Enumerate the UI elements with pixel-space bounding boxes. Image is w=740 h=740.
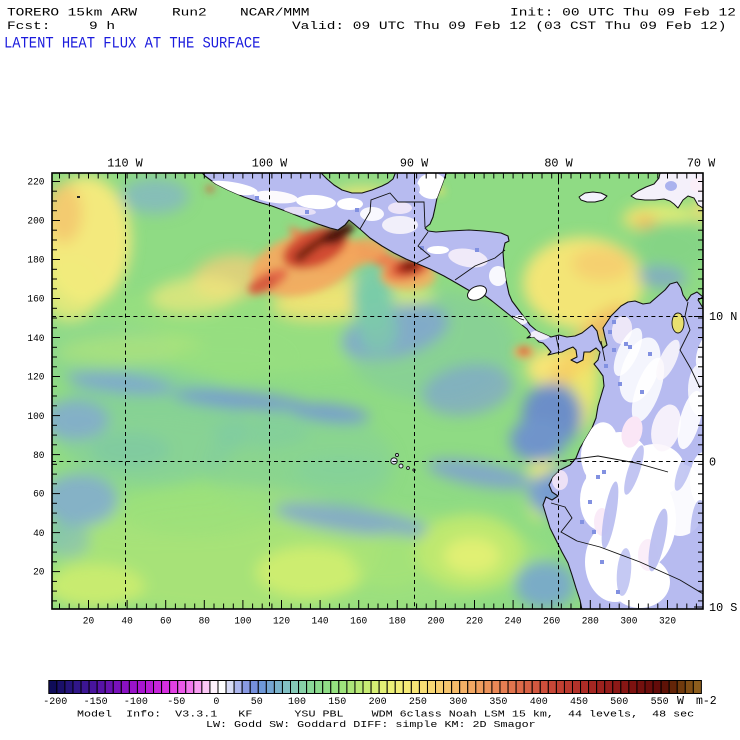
svg-text:20406080100120140160180200220: 20406080100120140160180200220 [27, 176, 44, 578]
svg-text:LW: Godd SW: Goddard DIFF: sim: LW: Godd SW: Goddard DIFF: simple KM: 2D… [206, 720, 536, 731]
svg-text:Model Info: V3.3.1 KF: Model Info: V3.3.1 KF YSU PBL WDM 6class… [77, 709, 694, 720]
svg-text:LATENT HEAT FLUX AT THE SURFAC: LATENT HEAT FLUX AT THE SURFACE [4, 35, 260, 53]
svg-text:Wm-2: Wm-2 [677, 695, 717, 708]
